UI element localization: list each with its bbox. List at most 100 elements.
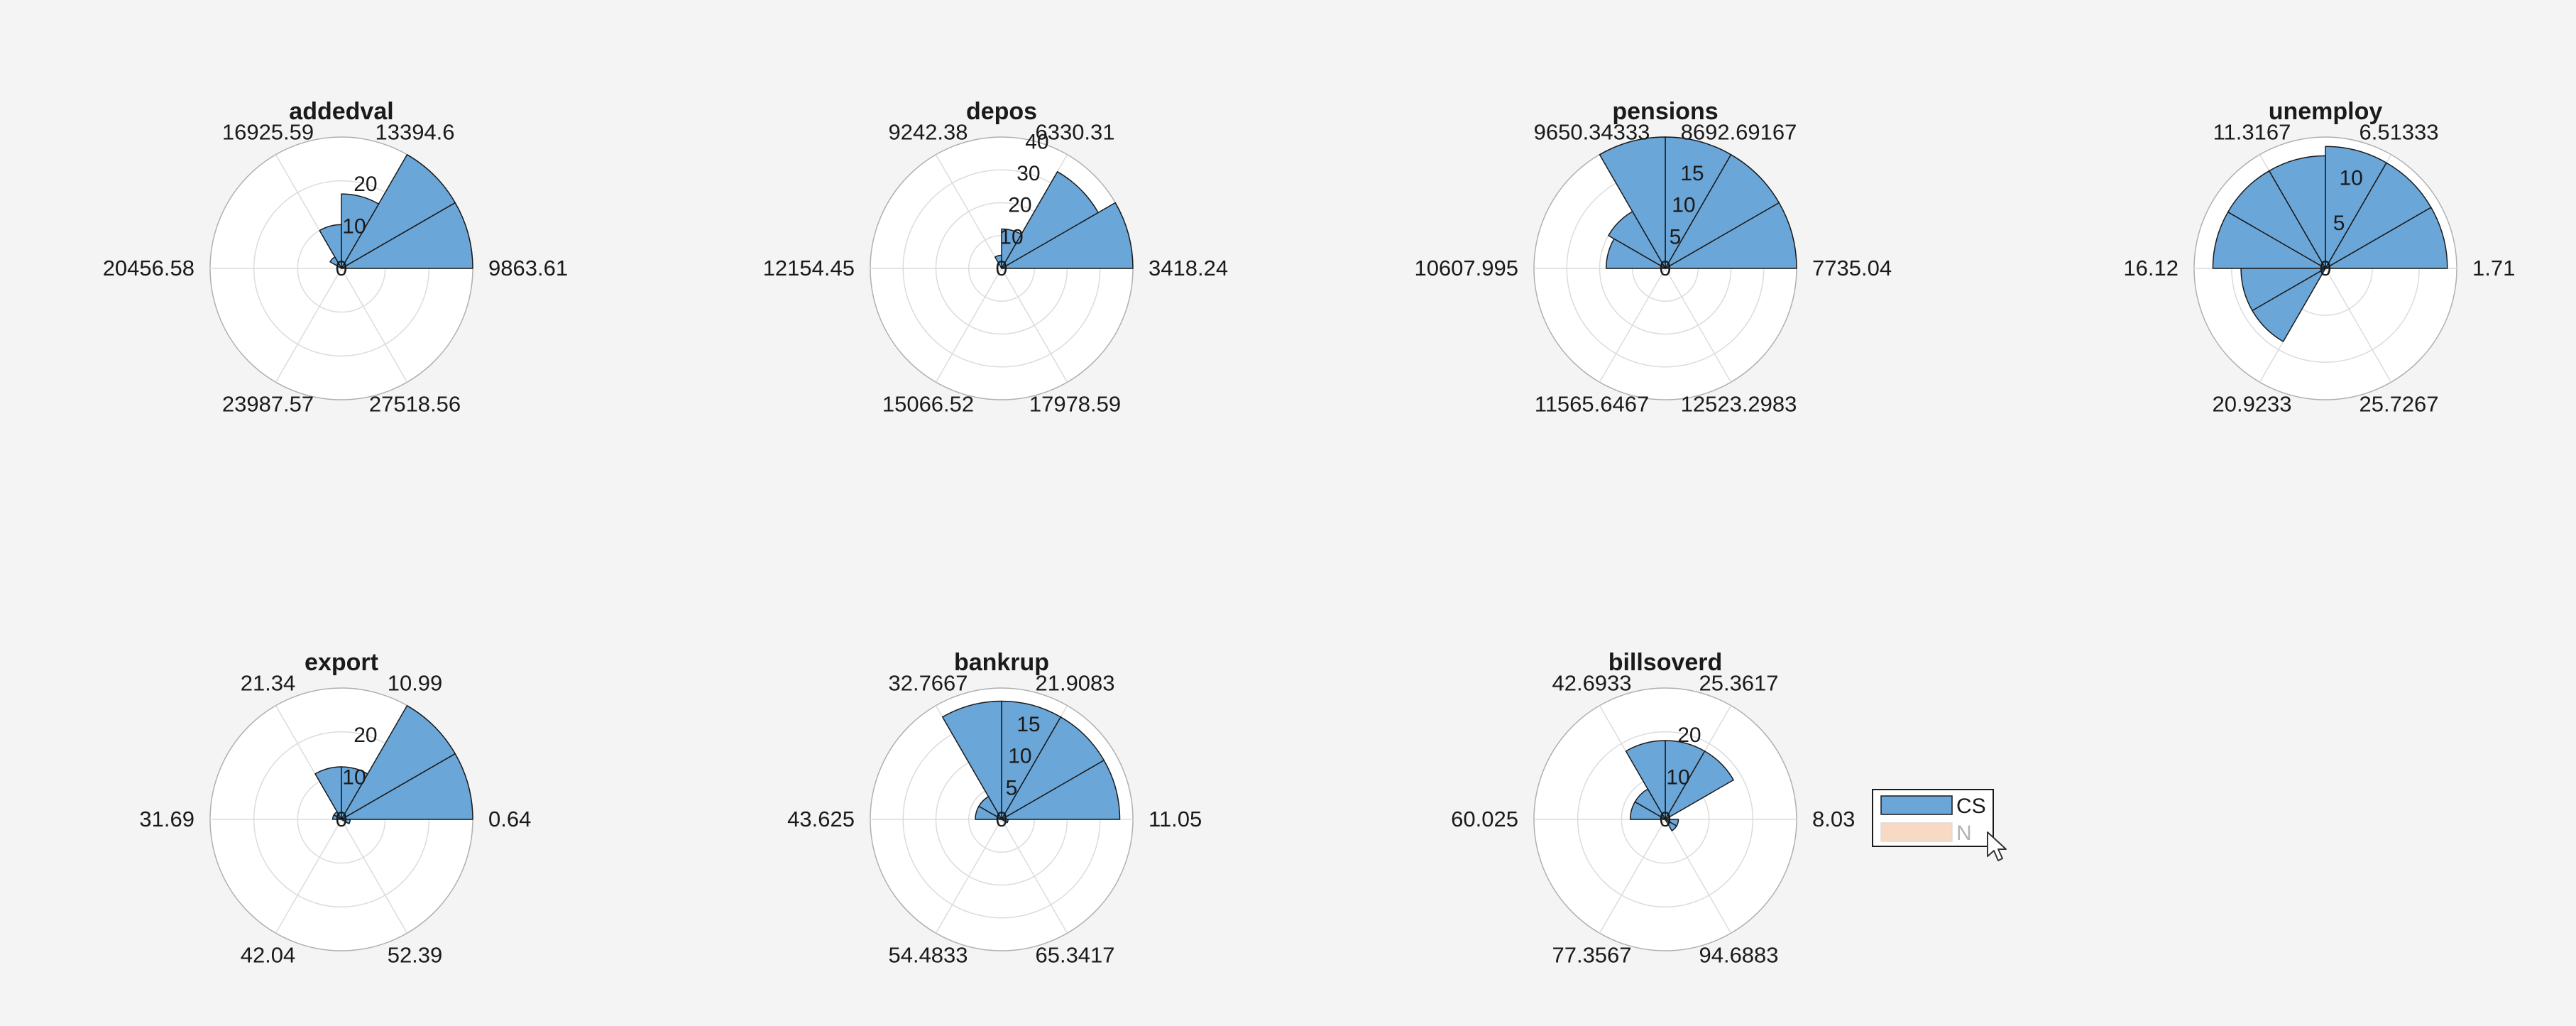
angle-tick-label: 52.39 [388,942,443,967]
angle-tick-label: 0.64 [488,807,531,831]
polar-bar [2325,207,2448,269]
angle-tick-label: 21.9083 [1035,671,1114,696]
charts-layer: 0 10 20 9863.61 13394.6 16925.59 20456.58 23987… [103,98,2516,967]
radial-tick-label: 15 [1016,713,1040,736]
radial-tick-label: 0 [1660,808,1672,831]
radial-tick-label: 0 [1660,257,1672,280]
polar-bar [314,766,342,820]
angle-tick-label: 27518.56 [369,391,461,416]
radial-tick-label: 0 [996,257,1008,280]
polar-bar [319,224,342,269]
polar-grid-spoke [935,268,1002,383]
legend-label-n: N [1956,822,1972,845]
polar-bar [1001,202,1134,269]
angle-tick-label: 25.3617 [1699,671,1778,696]
chart-title: addedval [289,98,393,125]
chart-title: bankrup [954,649,1049,676]
polar-bar [1665,819,1679,826]
radial-tick-label: 20 [1677,724,1701,747]
angle-tick-label: 12154.45 [763,256,855,280]
angle-tick-label: 8692.69167 [1681,120,1797,145]
polar-bar [1665,154,1780,269]
angle-tick-label: 94.6883 [1699,942,1778,967]
angle-tick-label: 32.7667 [888,671,968,696]
radial-tick-label: 30 [1016,162,1040,185]
angle-tick-label: 16925.59 [222,120,314,145]
chart-title: depos [966,98,1037,125]
polar-grid-spoke [275,819,342,934]
angle-tick-label: 10.99 [388,671,443,696]
angle-tick-label: 20.9233 [2212,391,2291,416]
chart-title: unemploy [2269,98,2383,125]
angle-tick-label: 43.625 [787,807,855,831]
polar-bar [341,193,380,269]
radial-tick-label: 5 [2333,212,2345,235]
polar-grid-spoke [935,154,1002,269]
legend[interactable]: CS N [1872,789,1994,847]
radial-tick-label: 0 [2320,257,2332,280]
angle-tick-label: 17978.59 [1029,391,1121,416]
polar-chart: 05 10 1.71 6.51333 11.3167 16.12 20.9233 25.726… [2123,98,2515,416]
angle-tick-label: 6.51333 [2359,120,2438,145]
radial-tick-label: 20 [1008,194,1031,217]
polar-bar [2252,268,2326,342]
angle-tick-label: 6330.31 [1035,120,1114,145]
legend-swatch-cs [1880,795,1953,815]
polar-grid-spoke [1665,268,1732,383]
radial-tick-label: 20 [353,724,377,747]
radial-tick-label: 10 [2340,166,2363,190]
angle-tick-label: 20456.58 [103,256,194,280]
polar-grid-spoke [1001,819,1068,934]
polar-bar [1001,760,1121,820]
angle-tick-label: 21.34 [241,671,296,696]
angle-tick-label: 13394.6 [375,120,454,145]
polar-bar [341,202,473,269]
angle-tick-label: 9650.34333 [1534,120,1650,145]
radial-tick-label: 10 [342,214,366,238]
polar-grid-spoke [1665,819,1732,934]
angle-tick-label: 1.71 [2472,256,2515,280]
angle-tick-label: 42.6933 [1552,671,1631,696]
radial-tick-label: 0 [336,257,348,280]
radial-tick-label: 20 [353,173,377,196]
angle-tick-label: 11.05 [1149,807,1202,831]
angle-tick-label: 42.04 [241,942,296,967]
polar-bar [2325,162,2432,269]
angle-tick-label: 23987.57 [222,391,314,416]
chart-title: export [305,649,378,676]
radial-tick-label: 5 [1006,776,1018,799]
polar-bar [1606,238,1666,269]
angle-tick-label: 11.3167 [2213,120,2291,145]
polar-chart: 0 10 20 30 40 3418.24 6330.31 9242.38 12154.45 15… [763,98,1228,416]
polar-grid-spoke [2325,268,2392,383]
polar-bar [329,256,342,269]
angle-tick-label: 9242.38 [888,120,968,145]
angle-tick-label: 60.025 [1451,807,1518,831]
polar-grid-spoke [341,268,408,383]
angle-tick-label: 54.4833 [888,942,968,967]
polar-bar [1001,819,1009,824]
angle-tick-label: 12523.2983 [1681,391,1797,416]
polar-bar [942,700,1002,820]
polar-grid-spoke [275,268,342,383]
polar-bar [1608,211,1666,269]
angle-tick-label: 11565.6467 [1535,391,1649,416]
angle-tick-label: 10607.995 [1414,256,1518,280]
angle-tick-label: 3418.24 [1149,256,1228,280]
polar-bar [1001,700,1061,820]
polar-bar [1001,716,1105,820]
polar-bar [341,819,351,824]
radial-tick-label: 5 [1670,225,1682,249]
chart-title: pensions [1612,98,1718,125]
angle-tick-label: 31.69 [139,807,194,831]
polar-grid-spoke [1599,819,1666,934]
angle-tick-label: 16.12 [2123,256,2178,280]
polar-grid-spoke [341,819,408,934]
angle-tick-label: 65.3417 [1035,942,1114,967]
angle-tick-label: 15066.52 [882,391,974,416]
polar-grid-spoke [1001,268,1068,383]
polar-bar [1665,202,1797,269]
polar-bar [1599,136,1666,269]
polar-bar [2325,146,2387,269]
